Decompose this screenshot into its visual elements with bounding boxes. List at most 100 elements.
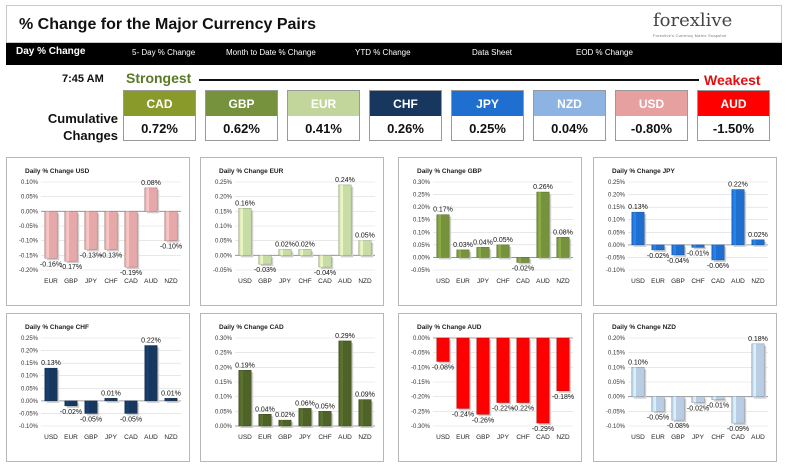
x-tick-label: CHF (711, 434, 724, 441)
y-tick-label: 0.25% (215, 180, 233, 186)
y-tick-label: 0.20% (608, 193, 626, 199)
bar-highlight (538, 338, 542, 424)
y-tick-label: 0.20% (608, 336, 626, 342)
bar-highlight (280, 249, 284, 256)
bar-highlight (166, 211, 170, 241)
bar-highlight (340, 340, 344, 426)
x-tick-label: AUD (536, 278, 550, 285)
currency-card-chf[interactable]: CHF 0.26% (369, 90, 442, 141)
y-tick-label: -0.10% (606, 424, 626, 430)
bar-highlight (146, 345, 150, 401)
bar (651, 244, 665, 251)
currency-card-nzd[interactable]: NZD 0.04% (533, 90, 606, 141)
bar-highlight (458, 249, 462, 258)
data-label: 0.05% (355, 233, 375, 240)
data-label: -0.02% (647, 253, 669, 260)
currency-card-aud[interactable]: AUD -1.50% (697, 90, 770, 141)
data-label: 0.10% (628, 359, 648, 366)
y-tick-label: -0.10% (606, 268, 626, 274)
data-label: 0.26% (533, 184, 553, 191)
bar-highlight (478, 247, 482, 258)
nav-5day-change[interactable]: 5- Day % Change (132, 48, 196, 57)
x-tick-label: AUD (338, 278, 352, 285)
currency-change: 0.72% (141, 120, 178, 136)
x-tick-label: GBP (64, 278, 78, 285)
bar-highlight (126, 211, 130, 268)
nav-eod-change[interactable]: EOD % Change (576, 48, 633, 57)
timestamp: 7:45 AM (62, 73, 104, 85)
forexlive-logo[interactable]: forexlive Forexlive's Currency Matrix Sn… (653, 10, 763, 40)
page-title: % Change for the Major Currency Pairs (19, 16, 316, 33)
x-tick-label: JPY (105, 434, 118, 441)
y-tick-label: 0.00% (608, 243, 626, 249)
nav-ytd-change[interactable]: YTD % Change (355, 48, 411, 57)
chart-panel-eur: Daily % Change EUR 0.25% 0.20% 0.15% 0.10% 0.… (200, 157, 384, 306)
currency-card-usd[interactable]: USD -0.80% (615, 90, 688, 141)
chart-title: Daily % Change AUD (417, 324, 482, 331)
currency-change: 0.25% (469, 120, 506, 136)
y-tick-label: 0.25% (413, 193, 431, 199)
bar-highlight (498, 244, 502, 258)
y-tick-label: 0.00% (215, 424, 233, 430)
data-label: -0.19% (120, 270, 142, 277)
x-tick-label: CAD (124, 434, 138, 441)
chart-title: Daily % Change CAD (219, 324, 284, 331)
data-label: 0.08% (553, 229, 573, 236)
data-label: -0.18% (552, 394, 574, 401)
nav-mtd-change[interactable]: Month to Date % Change (226, 48, 316, 57)
x-tick-label: USD (436, 434, 450, 441)
bar-highlight (360, 399, 364, 426)
y-tick-label: 0.10% (608, 365, 626, 371)
currency-card-cad[interactable]: CAD 0.72% (123, 90, 196, 141)
bar-highlight (260, 255, 264, 265)
currency-change: 0.26% (387, 120, 424, 136)
x-tick-label: CAD (711, 278, 725, 285)
y-tick-label: 0.10% (413, 230, 431, 236)
nav-data-sheet[interactable]: Data Sheet (472, 48, 513, 57)
y-tick-label: 0.20% (21, 349, 39, 355)
x-tick-label: USD (631, 434, 645, 441)
y-tick-label: 0.25% (215, 351, 233, 357)
x-tick-label: EUR (44, 278, 58, 285)
y-tick-label: 0.20% (215, 195, 233, 201)
currency-change: -1.50% (712, 120, 755, 136)
y-tick-label: 0.00% (21, 209, 39, 215)
y-tick-label: -0.15% (19, 253, 39, 259)
data-label: 0.02% (275, 412, 295, 419)
nav-day-change[interactable]: Day % Change (16, 46, 86, 57)
currency-change: -0.80% (630, 120, 673, 136)
data-label: -0.06% (707, 263, 729, 270)
bar-highlight (320, 255, 324, 268)
chart-title: Daily % Change USD (25, 168, 90, 175)
x-tick-label: AUD (731, 278, 745, 285)
currency-change: 0.04% (551, 120, 588, 136)
y-tick-label: -0.05% (19, 224, 39, 230)
data-label: -0.17% (60, 264, 82, 271)
data-label: 0.13% (628, 204, 648, 211)
chart-title: Daily % Change JPY (612, 168, 676, 175)
bar-highlight (66, 400, 70, 406)
bar (516, 257, 530, 263)
x-tick-label: NZD (164, 278, 178, 285)
bar-highlight (693, 244, 697, 248)
bar-highlight (753, 239, 757, 245)
bar-highlight (300, 408, 304, 426)
y-tick-label: -0.10% (19, 424, 39, 430)
x-tick-label: NZD (751, 278, 765, 285)
chart-chf: Daily % Change CHF 0.25% 0.20% 0.15% 0.10% 0.… (19, 324, 181, 441)
currency-card-eur[interactable]: EUR 0.41% (287, 90, 360, 141)
currency-card-jpy[interactable]: JPY 0.25% (451, 90, 524, 141)
bar-highlight (753, 343, 757, 397)
nav-bar: Day % Change 5- Day % Change Month to Da… (6, 43, 782, 65)
bar (278, 249, 292, 256)
bar-highlight (260, 414, 264, 426)
strongest-label: Strongest (126, 70, 192, 86)
data-label: -0.26% (472, 417, 494, 424)
x-tick-label: GBP (84, 434, 98, 441)
bar-highlight (280, 420, 284, 426)
data-label: -0.02% (687, 406, 709, 413)
bar-highlight (673, 396, 677, 421)
bar (751, 239, 765, 246)
currency-code: CAD (124, 91, 195, 116)
currency-card-gbp[interactable]: GBP 0.62% (205, 90, 278, 141)
